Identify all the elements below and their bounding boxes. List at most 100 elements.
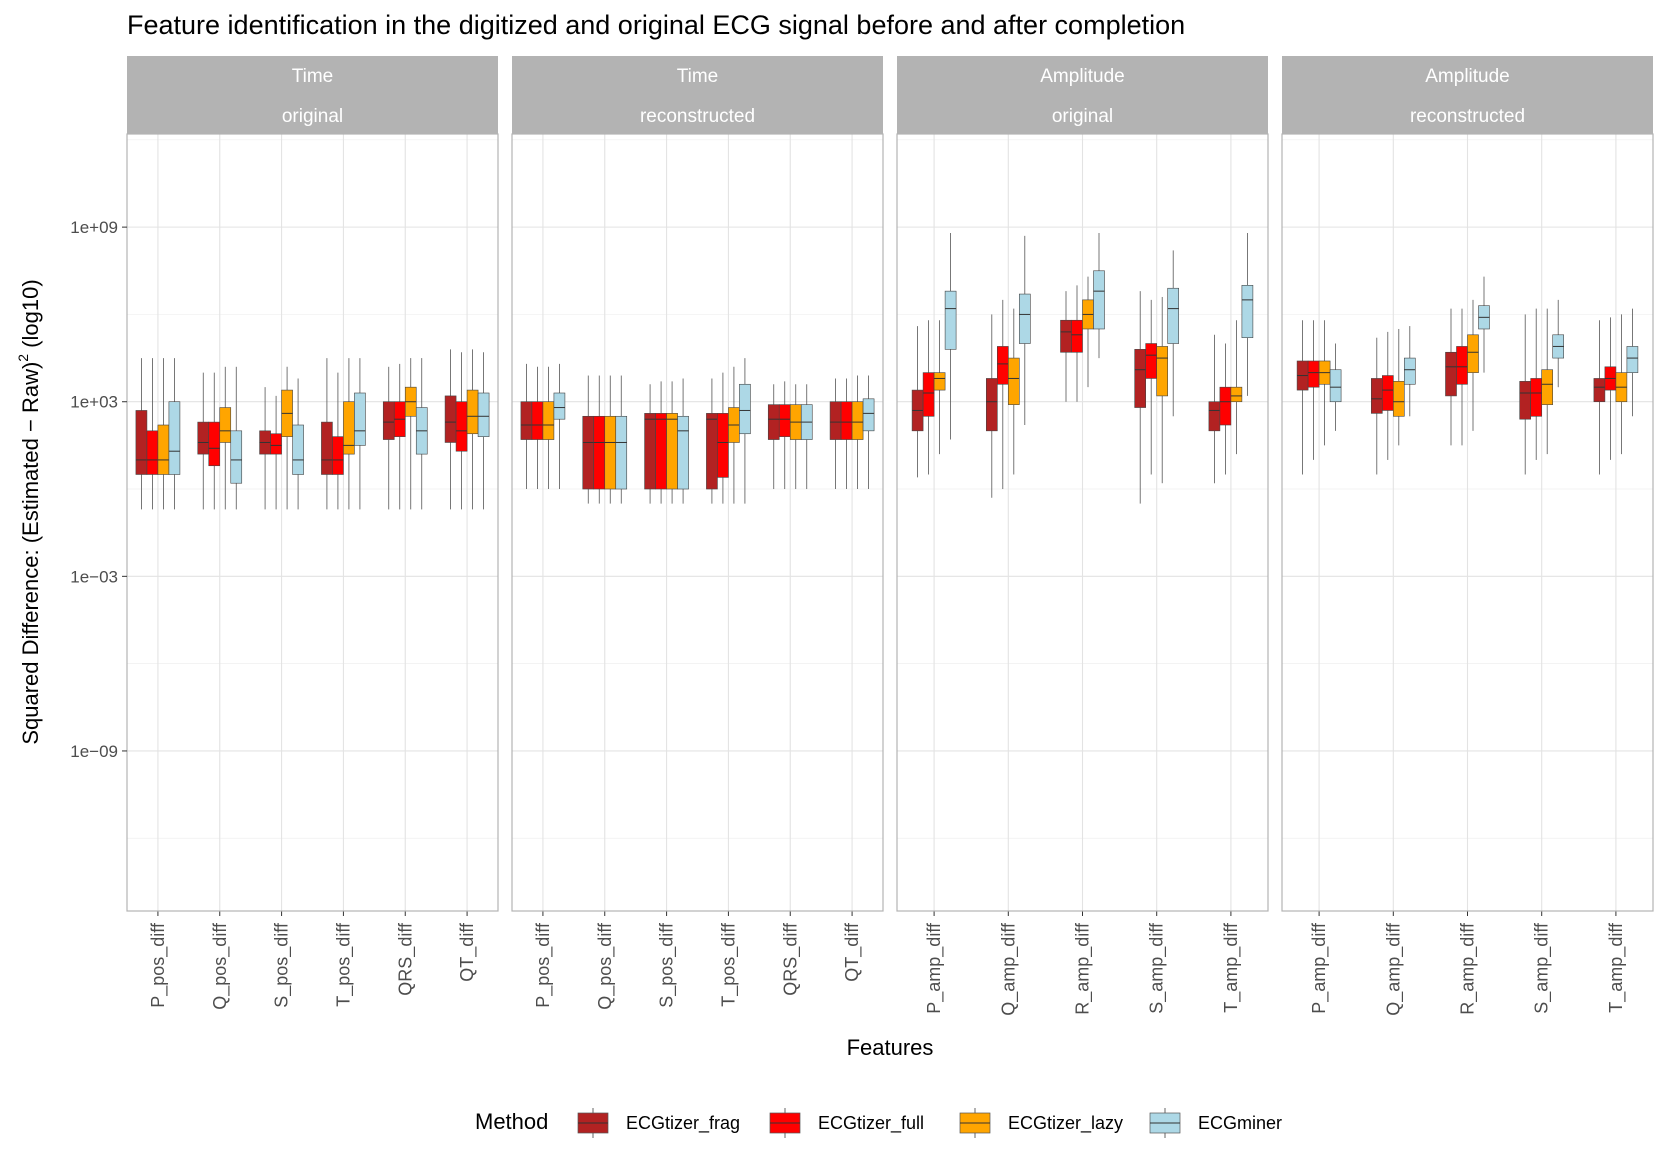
- facet-strip-label-top: Time: [292, 66, 334, 87]
- box-body: [996, 346, 1009, 385]
- y-tick-label: 1e+09: [70, 218, 118, 237]
- facet-strip-label-bottom: original: [282, 106, 343, 127]
- box-body: [466, 389, 479, 435]
- chart-title: Feature identification in the digitized …: [127, 10, 1185, 40]
- box-body: [840, 401, 853, 440]
- box-body: [270, 433, 282, 455]
- box-body: [197, 421, 210, 455]
- box-body: [135, 410, 148, 475]
- legend-title: Method: [475, 1109, 548, 1134]
- box-ECGtizer_lazy: [542, 366, 555, 490]
- box-ECGtizer_lazy: [1082, 276, 1094, 388]
- y-axis-title-main: Squared Difference: (Estimated − Raw): [18, 362, 43, 745]
- box-ECGtizer_lazy: [281, 366, 293, 510]
- box-body: [582, 415, 595, 490]
- x-tick-label: T_pos_diff: [718, 922, 739, 1007]
- box-ECGtizer_lazy: [1318, 320, 1331, 446]
- box-body: [778, 404, 791, 437]
- facet-strip-label-top: Amplitude: [1425, 66, 1510, 87]
- box-ECGminer: [354, 358, 366, 510]
- box-ECGtizer_full: [531, 366, 544, 490]
- x-tick-label: P_amp_diff: [1309, 922, 1330, 1014]
- box-ECGtizer_frag: [444, 349, 457, 510]
- box-ECGtizer_lazy: [1615, 314, 1628, 455]
- box-body: [1393, 381, 1405, 417]
- box-body: [1307, 360, 1320, 388]
- box-body: [292, 424, 304, 475]
- box-body: [1167, 287, 1179, 344]
- x-tick-label: P_amp_diff: [924, 922, 945, 1014]
- box-ECGtizer_lazy: [343, 358, 355, 510]
- box-ECGtizer_lazy: [1156, 296, 1168, 484]
- panel-border: [126, 133, 499, 912]
- box-ECGtizer_frag: [259, 387, 271, 510]
- legend-key: [1149, 1108, 1181, 1138]
- box-ECGtizer_full: [922, 320, 935, 475]
- box-ECGtizer_full: [270, 395, 282, 510]
- x-tick-label: Q_amp_diff: [1383, 922, 1404, 1016]
- facet-panel: Time original P_pos_diff Q_pos_diff S_pos_di…: [126, 56, 499, 1010]
- box-body: [168, 401, 181, 475]
- box-body: [677, 415, 689, 490]
- box-ECGminer: [739, 358, 751, 504]
- box-ECGtizer_full: [1145, 299, 1157, 475]
- x-tick-label: QRS_diff: [395, 922, 416, 996]
- box-ECGtizer_lazy: [728, 366, 740, 504]
- box-body: [542, 401, 555, 440]
- box-body: [593, 415, 606, 490]
- box-body: [1329, 369, 1342, 403]
- x-tick-label: S_pos_diff: [272, 922, 293, 1008]
- panel-border: [511, 133, 884, 912]
- box-ECGtizer_full: [1219, 343, 1232, 475]
- box-body: [1467, 334, 1479, 373]
- box-ECGtizer_full: [1604, 317, 1617, 460]
- legend-key: [769, 1108, 801, 1138]
- box-body: [1626, 346, 1639, 373]
- box-body: [1593, 378, 1606, 403]
- box-body: [1230, 386, 1243, 403]
- box-ECGtizer_frag: [582, 375, 595, 504]
- box-ECGtizer_full: [717, 372, 729, 504]
- box-body: [230, 430, 243, 484]
- box-body: [644, 413, 656, 490]
- box-ECGtizer_full: [393, 363, 406, 510]
- box-ECGtizer_frag: [197, 372, 210, 510]
- box-body: [157, 424, 170, 475]
- box-body: [604, 415, 617, 490]
- y-axis-title: Squared Difference: (Estimated − Raw)2 (…: [15, 279, 43, 744]
- box-body: [1093, 270, 1105, 330]
- box-ECGtizer_frag: [382, 366, 395, 510]
- box-body: [321, 421, 333, 475]
- box-ECGtizer_full: [996, 299, 1009, 490]
- box-body: [1382, 375, 1394, 411]
- box-body: [520, 401, 533, 440]
- box-ECGtizer_frag: [135, 358, 148, 510]
- box-body: [1018, 293, 1031, 344]
- box-body: [1071, 319, 1083, 353]
- box-ECGtizer_frag: [911, 326, 924, 478]
- box-body: [208, 421, 221, 467]
- box-body: [1404, 357, 1416, 385]
- box-ECGtizer_frag: [1296, 320, 1309, 475]
- box-body: [1456, 346, 1468, 385]
- box-body: [219, 407, 232, 443]
- box-body: [444, 395, 457, 443]
- box-body: [862, 398, 875, 432]
- box-body: [455, 401, 468, 452]
- box-body: [354, 392, 366, 446]
- box-body: [382, 401, 395, 440]
- box-body: [706, 413, 718, 490]
- box-body: [1519, 381, 1531, 420]
- x-tick-label: QT_diff: [842, 922, 863, 982]
- box-ECGtizer_frag: [1060, 291, 1072, 402]
- box-ECGminer: [1404, 326, 1416, 417]
- x-tick-label: T_amp_diff: [1221, 922, 1242, 1013]
- box-ECGminer: [553, 363, 566, 490]
- x-tick-label: P_pos_diff: [533, 922, 554, 1008]
- facet-strip: [1282, 56, 1653, 134]
- box-body: [1241, 285, 1254, 339]
- box-body: [666, 413, 678, 490]
- box-ECGtizer_full: [1530, 308, 1542, 460]
- box-body: [1134, 349, 1146, 408]
- box-ECGtizer_full: [146, 358, 159, 510]
